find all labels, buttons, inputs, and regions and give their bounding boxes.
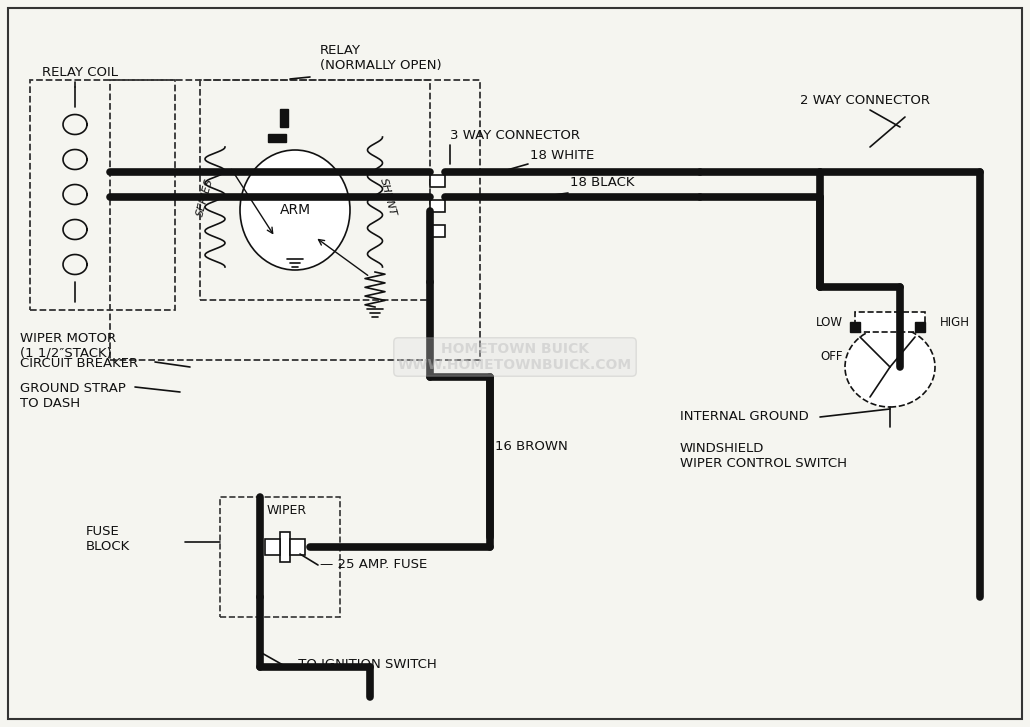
Text: GROUND STRAP
TO DASH: GROUND STRAP TO DASH bbox=[20, 382, 126, 410]
Text: 18 BLACK: 18 BLACK bbox=[570, 176, 634, 189]
Bar bbox=[290, 539, 305, 555]
Text: WIPER MOTOR
(1 1/2″STACK): WIPER MOTOR (1 1/2″STACK) bbox=[20, 332, 116, 360]
Text: SERIES: SERIES bbox=[195, 177, 215, 217]
Text: SHUNT: SHUNT bbox=[378, 177, 398, 217]
Ellipse shape bbox=[240, 150, 350, 270]
Text: HOMETOWN BUICK
WWW.HOMETOWNBUICK.COM: HOMETOWN BUICK WWW.HOMETOWNBUICK.COM bbox=[398, 342, 632, 372]
Text: FUSE
BLOCK: FUSE BLOCK bbox=[85, 525, 130, 553]
Text: LOW: LOW bbox=[816, 316, 843, 329]
Bar bbox=[200, 80, 430, 300]
Bar bbox=[430, 200, 445, 212]
Text: 16 BROWN: 16 BROWN bbox=[495, 441, 568, 454]
Text: — 25 AMP. FUSE: — 25 AMP. FUSE bbox=[320, 558, 427, 571]
Bar bbox=[220, 497, 340, 617]
Bar bbox=[850, 322, 860, 332]
Text: 18 WHITE: 18 WHITE bbox=[530, 149, 594, 162]
Text: WINDSHIELD
WIPER CONTROL SWITCH: WINDSHIELD WIPER CONTROL SWITCH bbox=[680, 442, 847, 470]
Bar bbox=[265, 539, 280, 555]
Text: 2 WAY CONNECTOR: 2 WAY CONNECTOR bbox=[800, 94, 930, 107]
Bar bbox=[915, 322, 925, 332]
Bar bbox=[30, 80, 175, 310]
Text: INTERNAL GROUND: INTERNAL GROUND bbox=[680, 411, 809, 424]
Text: 3 WAY CONNECTOR: 3 WAY CONNECTOR bbox=[450, 129, 580, 142]
Text: CIRCUIT BREAKER: CIRCUIT BREAKER bbox=[20, 357, 138, 370]
Text: RELAY COIL: RELAY COIL bbox=[42, 66, 118, 79]
Bar bbox=[280, 532, 290, 562]
Bar bbox=[855, 312, 925, 332]
Bar bbox=[280, 109, 288, 127]
Text: HIGH: HIGH bbox=[940, 316, 970, 329]
Bar bbox=[268, 134, 286, 142]
Text: OFF: OFF bbox=[821, 350, 843, 364]
Text: WIPER: WIPER bbox=[267, 504, 307, 517]
Text: —TO IGNITION SWITCH: —TO IGNITION SWITCH bbox=[285, 659, 437, 672]
Ellipse shape bbox=[845, 327, 935, 407]
Text: RELAY
(NORMALLY OPEN): RELAY (NORMALLY OPEN) bbox=[320, 44, 442, 72]
Bar bbox=[430, 225, 445, 237]
Bar bbox=[430, 175, 445, 187]
Text: ARM: ARM bbox=[279, 203, 311, 217]
Bar bbox=[110, 80, 480, 360]
